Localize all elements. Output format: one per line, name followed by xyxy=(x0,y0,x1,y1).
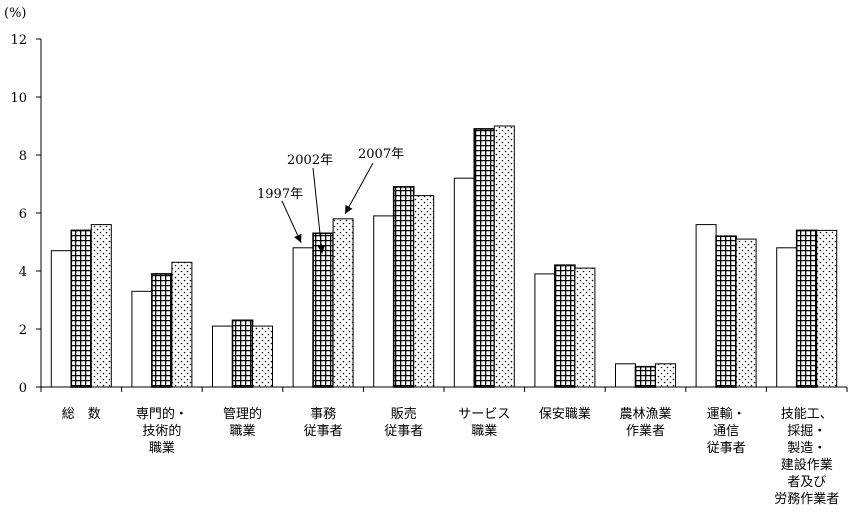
category-label-line: 職業 xyxy=(229,423,255,439)
bar xyxy=(453,177,475,388)
bar xyxy=(735,238,757,388)
category-label-line: 事務 xyxy=(310,407,336,422)
category-label-line: 技術的 xyxy=(142,423,181,439)
bar xyxy=(695,224,717,388)
annotation-arrow-line xyxy=(344,162,374,215)
series-annotation-label: 1997年 xyxy=(257,187,303,202)
category-label-line: 専門的・ xyxy=(136,406,188,422)
category-label: 農林漁業作業者 xyxy=(619,406,671,439)
bar xyxy=(90,224,112,388)
category-label-line: 採掘・ xyxy=(787,424,826,439)
category-label-line: サービス xyxy=(458,407,510,422)
category-label: 専門的・技術的職業 xyxy=(136,406,188,456)
y-tick-label: 2 xyxy=(19,323,27,338)
annotation-arrow-line xyxy=(312,167,323,254)
annotation-arrow-head xyxy=(317,244,326,254)
category-label-line: 製造・ xyxy=(787,441,826,456)
category-label-line: 建設作業 xyxy=(781,457,833,473)
bar xyxy=(373,215,395,388)
bar xyxy=(171,261,193,388)
category-label-line: 従事者 xyxy=(707,441,746,456)
category-label: 運輸・通信従事者 xyxy=(707,407,746,456)
category-label-line: 管理的 xyxy=(223,406,262,422)
bar xyxy=(131,290,153,388)
category-label-line: 職業 xyxy=(471,423,497,439)
bar xyxy=(655,363,676,388)
category-label-line: 技能工、 xyxy=(781,407,833,422)
bar xyxy=(534,273,556,388)
bar xyxy=(816,229,838,388)
y-axis-unit-label: (%) xyxy=(4,6,27,21)
category-label: 総 数 xyxy=(62,407,101,422)
bar xyxy=(634,365,657,388)
bar xyxy=(554,264,576,388)
category-label-line: 従事者 xyxy=(384,424,423,439)
bar xyxy=(292,247,314,388)
category-label-line: 運輸・ xyxy=(707,407,746,422)
category-label-line: 販売 xyxy=(391,406,417,422)
bar xyxy=(312,232,334,388)
bar xyxy=(795,229,818,388)
bar xyxy=(776,247,798,388)
bars xyxy=(50,125,838,388)
bar xyxy=(392,186,415,388)
category-label-line: 通信 xyxy=(713,424,739,439)
category-label-line: 保安職業 xyxy=(539,406,591,422)
series-annotation-label: 2007年 xyxy=(358,147,404,162)
y-axis: 0 2 4 6 8 10 12 (%) xyxy=(4,6,42,396)
category-label-line: 作業者 xyxy=(626,423,665,439)
y-tick-label: 4 xyxy=(19,265,27,280)
bar xyxy=(231,319,254,388)
annotation-arrow-head xyxy=(294,233,302,243)
y-tick-label: 8 xyxy=(19,149,27,164)
category-label-line: 従事者 xyxy=(304,424,343,439)
category-label: 事務従事者 xyxy=(304,407,343,439)
y-tick-label: 0 xyxy=(19,381,27,396)
category-label: 管理的職業 xyxy=(223,406,262,439)
category-label: サービス職業 xyxy=(458,407,510,439)
bar xyxy=(70,229,93,388)
category-label-line: 総 数 xyxy=(62,407,101,422)
bar xyxy=(715,235,737,388)
annotations: 1997年 2002年 2007年 xyxy=(257,147,404,254)
series-annotation-label: 2002年 xyxy=(287,153,333,168)
bar xyxy=(332,218,354,388)
bar xyxy=(574,267,596,388)
category-label: 販売従事者 xyxy=(384,406,423,439)
category-label-line: 者及び xyxy=(787,475,826,490)
category-label: 保安職業 xyxy=(539,406,591,422)
bar xyxy=(473,128,496,388)
category-label: 技能工、採掘・製造・建設作業者及び労務作業者 xyxy=(774,407,839,507)
bar xyxy=(50,250,72,388)
category-label-line: 職業 xyxy=(149,440,175,456)
category-label-line: 労務作業者 xyxy=(774,491,839,507)
bar xyxy=(212,325,233,388)
category-label-line: 農林漁業 xyxy=(619,406,671,422)
bar xyxy=(615,363,636,388)
annotation-arrow-head xyxy=(345,204,353,214)
category-labels: 総 数専門的・技術的職業管理的職業事務従事者販売従事者サービス職業保安職業 農林漁… xyxy=(62,406,839,507)
bar xyxy=(413,195,435,388)
y-tick-label: 12 xyxy=(10,33,27,48)
y-tick-label: 6 xyxy=(19,207,27,222)
bar xyxy=(252,325,273,388)
bar xyxy=(151,273,173,388)
y-tick-label: 10 xyxy=(10,91,27,106)
bar xyxy=(493,125,515,388)
